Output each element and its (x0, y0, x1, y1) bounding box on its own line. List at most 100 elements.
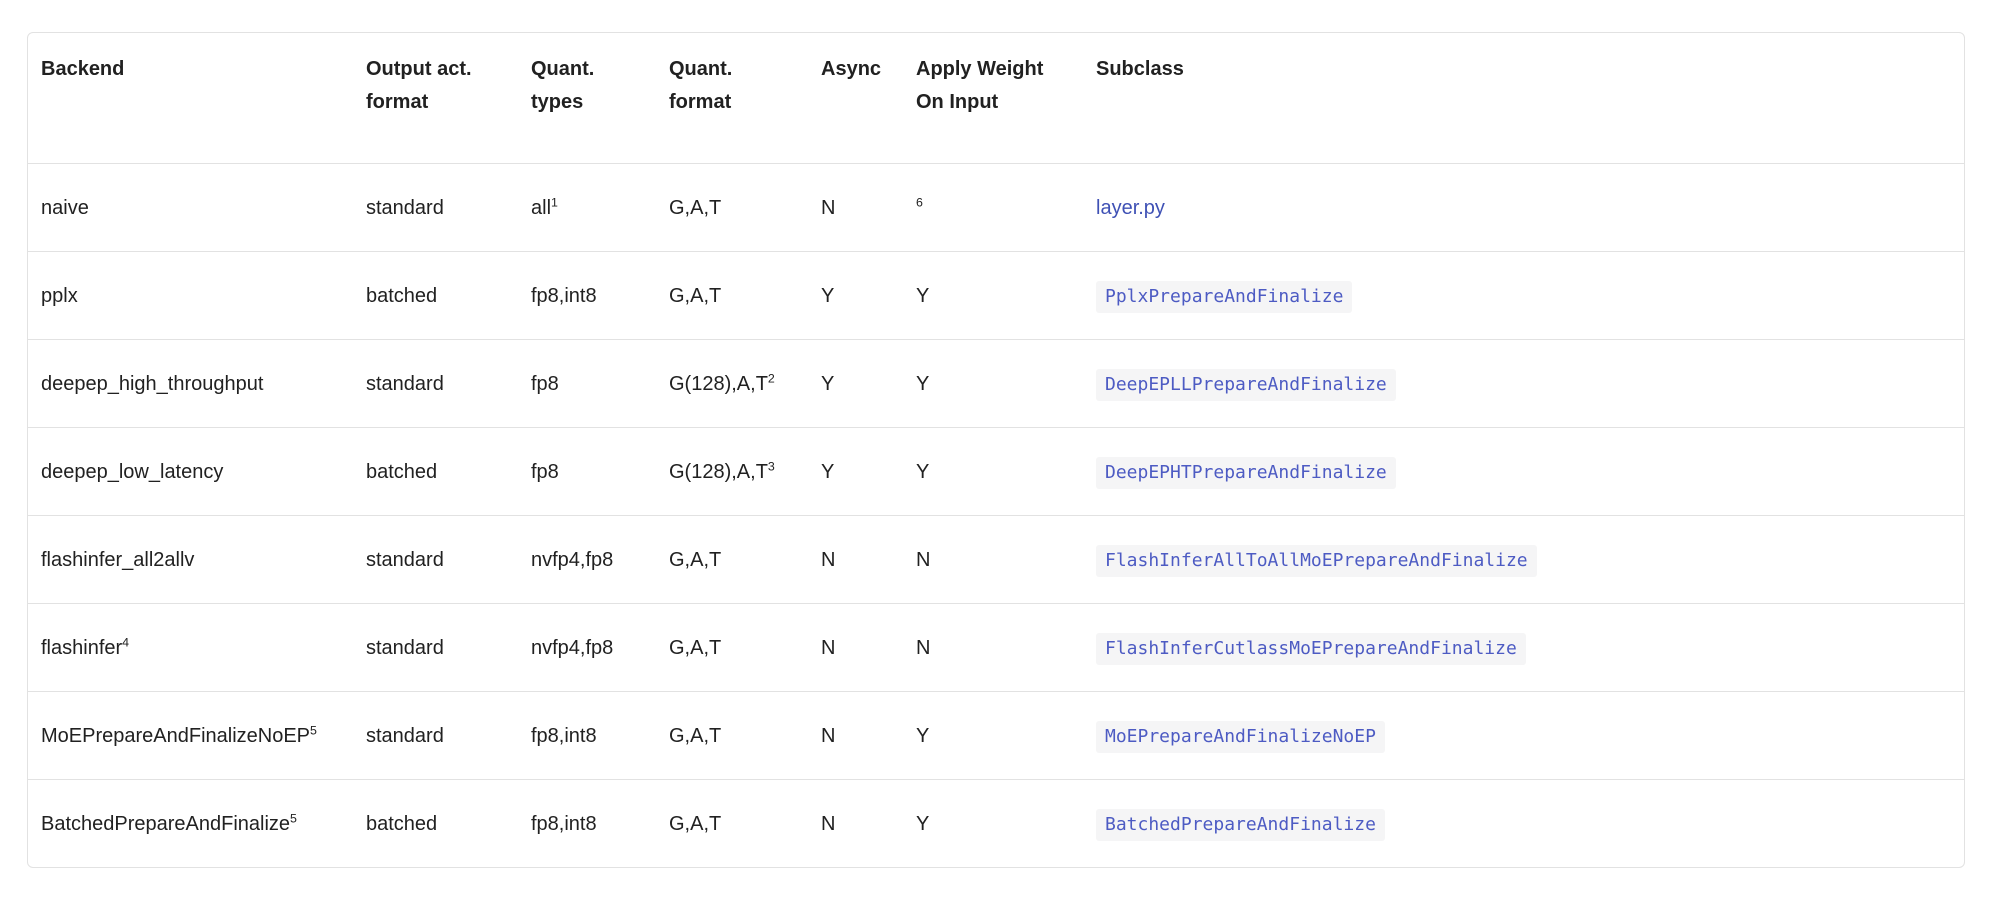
backend-cell: BatchedPrepareAndFinalize5 (28, 779, 353, 867)
output-act-format-text: standard (366, 372, 444, 395)
subclass-cell: DeepEPLLPrepareAndFinalize (1083, 339, 1964, 427)
backend-cell: deepep_high_throughput (28, 339, 353, 427)
output-act-format-cell: standard (353, 691, 518, 779)
subclass-code-link[interactable]: DeepEPHTPrepareAndFinalize (1096, 456, 1396, 489)
output-act-format-cell: standard (353, 515, 518, 603)
subclass-cell: BatchedPrepareAndFinalize (1083, 779, 1964, 867)
subclass-code-chip: FlashInferAllToAllMoEPrepareAndFinalize (1096, 544, 1537, 577)
quant-format-cell: G(128),A,T2 (656, 339, 808, 427)
footnote-ref: 4 (122, 634, 130, 649)
backend-text: naive (41, 196, 89, 219)
async-cell: Y (808, 251, 903, 339)
async-text: Y (821, 284, 835, 307)
async-text: Y (821, 372, 835, 395)
subclass-code-link[interactable]: BatchedPrepareAndFinalize (1096, 808, 1385, 841)
backend-text: pplx (41, 284, 78, 307)
quant-types-text: fp8,int8 (531, 284, 597, 307)
table-row: deepep_high_throughput standard fp8 G(128),… (28, 339, 1964, 427)
subclass-code-chip: FlashInferCutlassMoEPrepareAndFinalize (1096, 632, 1526, 665)
quant-format-cell: G,A,T (656, 515, 808, 603)
header-row: Backend Output act. format Quant. types … (28, 33, 1964, 163)
apply-weight-on-input-cell: Y (903, 251, 1083, 339)
subclass-code-link[interactable]: FlashInferAllToAllMoEPrepareAndFinalize (1096, 544, 1537, 577)
subclass-code-link[interactable]: PplxPrepareAndFinalize (1096, 280, 1353, 313)
apply-weight-on-input-text: Y (916, 724, 930, 747)
async-text: N (821, 724, 836, 747)
footnote-ref: 5 (290, 810, 297, 825)
apply-weight-on-input-cell: Y (903, 427, 1083, 515)
async-text: N (821, 548, 836, 571)
async-cell: Y (808, 427, 903, 515)
footnote-ref: 5 (310, 722, 317, 737)
table-row: BatchedPrepareAndFinalize5 batched fp8,int… (28, 779, 1964, 867)
backend-text: deepep_high_throughput (41, 372, 264, 395)
apply-weight-on-input-text: Y (916, 460, 930, 483)
subclass-cell: FlashInferAllToAllMoEPrepareAndFinalize (1083, 515, 1964, 603)
moe-backends-table: Backend Output act. format Quant. types … (27, 32, 1965, 868)
apply-weight-on-input-cell: N (903, 603, 1083, 691)
backend-text: BatchedPrepareAndFinalize5 (41, 810, 297, 835)
async-cell: N (808, 779, 903, 867)
quant-format-cell: G,A,T (656, 779, 808, 867)
subclass-link[interactable]: layer.py (1096, 196, 1165, 219)
subclass-code-chip: PplxPrepareAndFinalize (1096, 280, 1353, 313)
subclass-code-link[interactable]: FlashInferCutlassMoEPrepareAndFinalize (1096, 632, 1526, 665)
quant-types-text: all1 (531, 194, 558, 219)
output-act-format-cell: batched (353, 779, 518, 867)
quant-types-text: fp8 (531, 460, 559, 483)
subclass-code-chip: DeepEPLLPrepareAndFinalize (1096, 368, 1396, 401)
quant-types-cell: fp8,int8 (518, 691, 656, 779)
subclass-code-chip: MoEPrepareAndFinalizeNoEP (1096, 720, 1385, 753)
output-act-format-cell: batched (353, 427, 518, 515)
backend-text: flashinfer_all2allv (41, 548, 195, 571)
table-header: Backend Output act. format Quant. types … (28, 33, 1964, 163)
output-act-format-text: batched (366, 460, 438, 483)
async-cell: N (808, 603, 903, 691)
column-header-output-act-format: Output act. format (366, 58, 472, 113)
subclass-code-link[interactable]: DeepEPLLPrepareAndFinalize (1096, 368, 1396, 401)
quant-format-text: G(128),A,T2 (669, 370, 775, 395)
quant-types-cell: all1 (518, 163, 656, 251)
output-act-format-cell: standard (353, 603, 518, 691)
quant-format-cell: G,A,T (656, 251, 808, 339)
quant-types-cell: fp8,int8 (518, 251, 656, 339)
backend-cell: pplx (28, 251, 353, 339)
backend-cell: MoEPrepareAndFinalizeNoEP5 (28, 691, 353, 779)
quant-types-cell: nvfp4,fp8 (518, 603, 656, 691)
subclass-cell: layer.py (1083, 163, 1964, 251)
async-text: Y (821, 460, 835, 483)
output-act-format-cell: standard (353, 163, 518, 251)
table-body: naive standard all1 G,A,T N 6 layer.py pplx batc… (28, 163, 1964, 867)
apply-weight-on-input-text: N (916, 636, 931, 659)
quant-format-text: G,A,T (669, 812, 722, 835)
quant-format-cell: G(128),A,T3 (656, 427, 808, 515)
apply-weight-on-input-cell: 6 (903, 163, 1083, 251)
backend-cell: flashinfer_all2allv (28, 515, 353, 603)
table-row: pplx batched fp8,int8 G,A,T Y Y PplxPrepareAnd… (28, 251, 1964, 339)
subclass-cell: DeepEPHTPrepareAndFinalize (1083, 427, 1964, 515)
backend-text: deepep_low_latency (41, 460, 224, 483)
backend-cell: flashinfer4 (28, 603, 353, 691)
subclass-code-link[interactable]: MoEPrepareAndFinalizeNoEP (1096, 720, 1385, 753)
apply-weight-on-input-text: Y (916, 284, 930, 307)
quant-types-text: nvfp4,fp8 (531, 548, 614, 571)
apply-weight-on-input-text: Y (916, 372, 930, 395)
quant-format-text: G,A,T (669, 724, 722, 747)
async-text: N (821, 636, 836, 659)
quant-types-cell: fp8,int8 (518, 779, 656, 867)
apply-weight-on-input-text: N (916, 548, 931, 571)
quant-format-cell: G,A,T (656, 163, 808, 251)
subclass-cell: FlashInferCutlassMoEPrepareAndFinalize (1083, 603, 1964, 691)
quant-format-text: G,A,T (669, 548, 722, 571)
async-cell: N (808, 691, 903, 779)
quant-format-text: G,A,T (669, 636, 722, 659)
quant-types-cell: nvfp4,fp8 (518, 515, 656, 603)
quant-types-text: fp8 (531, 372, 559, 395)
column-header-async: Async (821, 58, 882, 80)
footnote-ref: 1 (551, 194, 558, 209)
async-cell: Y (808, 339, 903, 427)
table-row: flashinfer_all2allv standard nvfp4,fp8 G,A,… (28, 515, 1964, 603)
quant-types-cell: fp8 (518, 339, 656, 427)
output-act-format-cell: batched (353, 251, 518, 339)
quant-format-cell: G,A,T (656, 603, 808, 691)
